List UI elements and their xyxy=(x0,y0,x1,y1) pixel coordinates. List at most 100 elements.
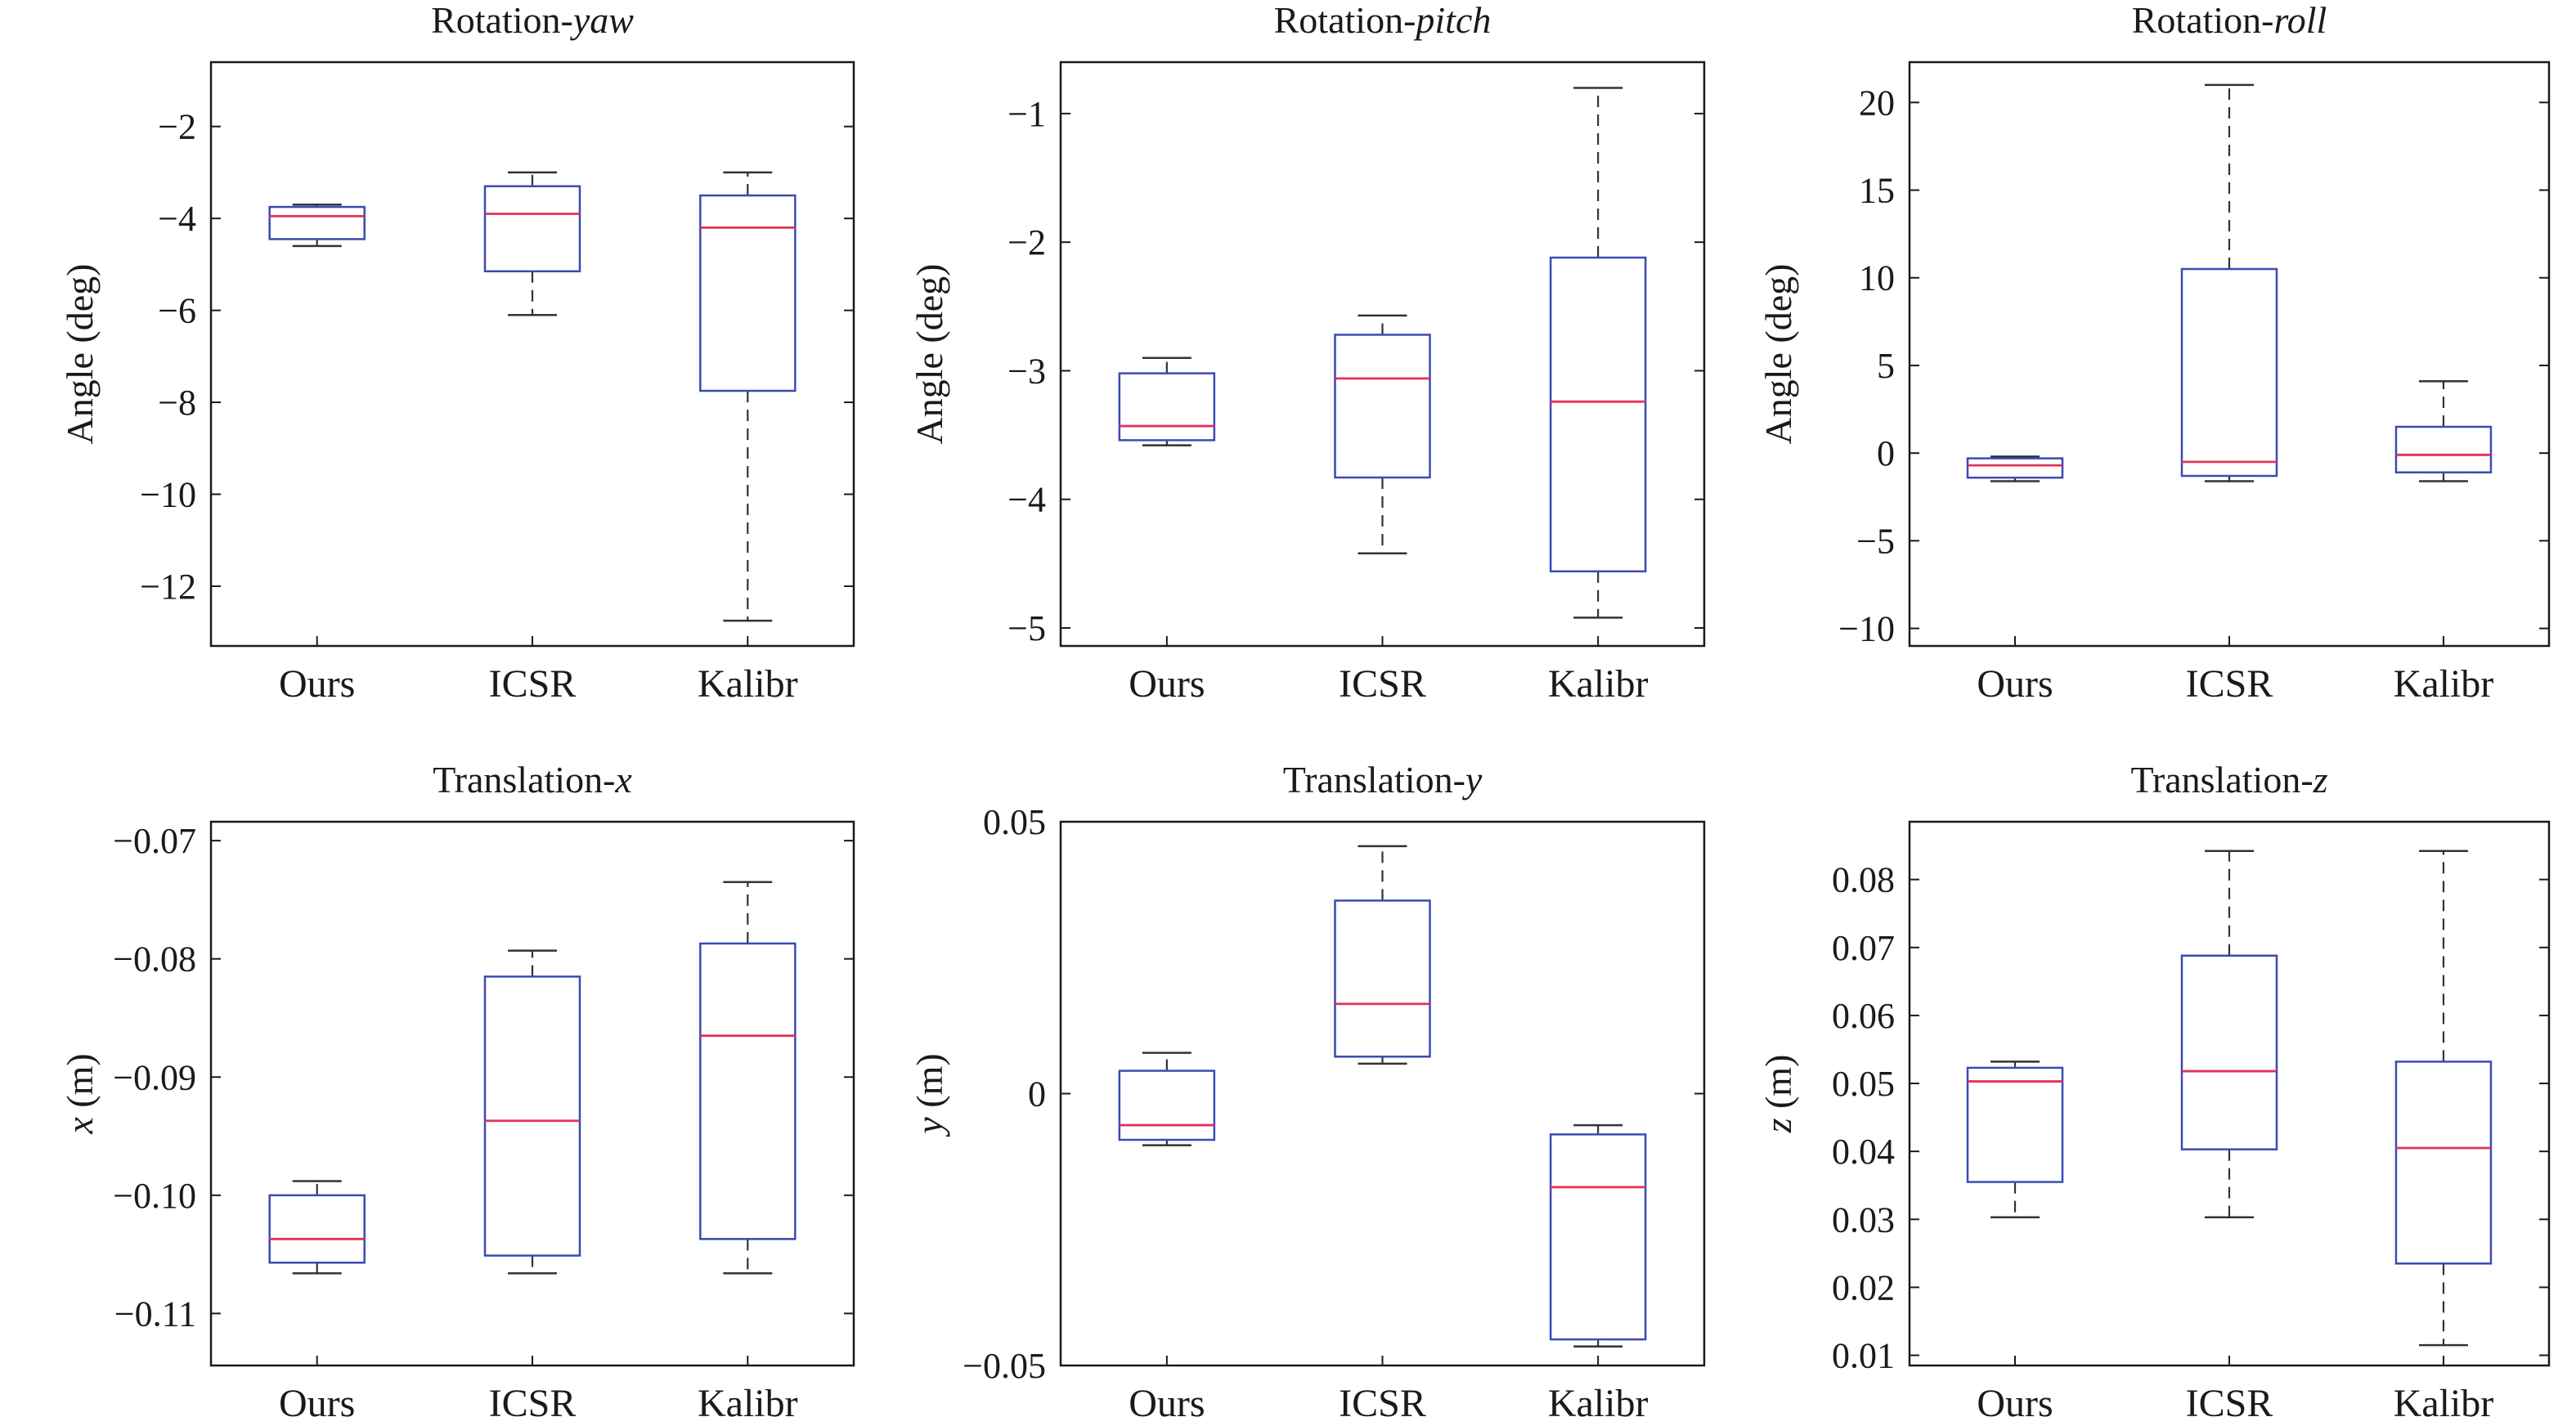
y-tick-label: 0.05 xyxy=(1832,1064,1895,1104)
box-ours xyxy=(1966,1061,2064,1219)
chart-title-italic: yaw xyxy=(570,0,634,41)
chart-panel-3: Rotation-roll Angle (deg) −10 −5 0 5 10 15 20 Our… xyxy=(1757,0,2551,706)
box-kalibr xyxy=(1549,87,1647,619)
y-tick-label: 0.05 xyxy=(983,802,1046,842)
y-tick-label: 15 xyxy=(1859,171,1895,211)
box-iqr xyxy=(1549,256,1647,573)
box-kalibr xyxy=(699,881,797,1275)
y-tick-label: 0.04 xyxy=(1832,1132,1895,1172)
y-tick-label: −0.11 xyxy=(114,1294,196,1334)
x-tick-label: Kalibr xyxy=(2394,1382,2494,1425)
y-axis-label-italic: x xyxy=(59,1117,101,1135)
y-tick-label: −4 xyxy=(158,199,196,239)
box-iqr xyxy=(2394,1061,2493,1265)
box-iqr xyxy=(483,975,581,1257)
box-ours xyxy=(268,1180,366,1275)
box-iqr xyxy=(268,205,366,240)
y-tick-label: −12 xyxy=(140,567,196,607)
box-icsr xyxy=(483,171,581,316)
box-icsr xyxy=(1334,845,1431,1065)
y-axis-label-main: Angle (deg) xyxy=(1757,264,1799,445)
chart-title-main: Translation- xyxy=(1283,759,1465,800)
box-kalibr xyxy=(2394,850,2493,1347)
box-iqr xyxy=(2180,954,2278,1150)
x-tick-label: Ours xyxy=(279,1382,355,1425)
chart-panel-1: Rotation-yaw Angle (deg) −12 −10 −8 −6 −4 −2 Our… xyxy=(59,0,855,706)
y-tick-label: −0.10 xyxy=(113,1176,196,1216)
box-iqr xyxy=(1334,334,1431,479)
box-ours xyxy=(1118,356,1216,446)
x-tick-label: ICSR xyxy=(1339,662,1426,706)
x-tick-label: ICSR xyxy=(2186,1382,2273,1425)
chart-panel-4: Translation-xx (m)−0.11−0.10−0.09−0.08−0… xyxy=(59,759,855,1425)
x-tick-label: Ours xyxy=(1129,1382,1205,1425)
y-axis-label-main: Angle (deg) xyxy=(909,264,950,445)
box-iqr xyxy=(1966,457,2064,479)
box-iqr xyxy=(1118,372,1216,442)
y-tick-label: −6 xyxy=(158,291,196,331)
y-tick-label: −1 xyxy=(1008,94,1046,134)
box-iqr xyxy=(2180,267,2278,478)
x-tick-label: Kalibr xyxy=(698,662,798,706)
y-tick-label: −0.08 xyxy=(113,939,196,980)
chart-title-main: Rotation- xyxy=(2132,0,2274,41)
y-tick-label: −4 xyxy=(1008,480,1046,520)
chart-title-italic: z xyxy=(2313,759,2328,800)
y-tick-label: 20 xyxy=(1859,83,1895,123)
y-tick-label: −0.09 xyxy=(113,1057,196,1097)
box-iqr xyxy=(1118,1070,1216,1141)
chart-panel-6: Translation-zz (m)0.010.020.030.040.050.… xyxy=(1757,759,2551,1425)
x-tick-label: Ours xyxy=(1977,1382,2053,1425)
chart-title-main: Rotation- xyxy=(431,0,573,41)
y-tick-label: −8 xyxy=(158,383,196,423)
x-tick-label: Kalibr xyxy=(1548,662,1649,706)
box-iqr xyxy=(1334,899,1431,1058)
box-kalibr xyxy=(1549,1123,1647,1348)
x-tick-label: Ours xyxy=(279,662,355,706)
y-tick-label: 0 xyxy=(1877,433,1895,473)
y-axis-label-italic: z xyxy=(1757,1118,1799,1133)
y-axis-label-main: (m) xyxy=(909,1053,950,1117)
chart-title: Rotation-yaw xyxy=(431,0,634,41)
chart-title: Rotation-roll xyxy=(2132,0,2327,41)
box-ours xyxy=(268,204,366,248)
y-tick-label: 0 xyxy=(1028,1074,1046,1114)
x-tick-label: Kalibr xyxy=(2394,662,2494,706)
y-axis-label-main: Angle (deg) xyxy=(59,264,101,445)
y-tick-label: 10 xyxy=(1859,258,1895,298)
y-axis-label: x (m) xyxy=(59,1053,101,1134)
box-iqr xyxy=(1966,1066,2064,1183)
x-tick-label: ICSR xyxy=(2186,662,2273,706)
chart-title-main: Rotation- xyxy=(1274,0,1416,41)
y-axis-label-main: (m) xyxy=(59,1053,101,1117)
chart-title-main: Translation- xyxy=(2130,759,2313,800)
x-tick-label: ICSR xyxy=(1339,1382,1426,1425)
box-icsr xyxy=(2180,83,2278,482)
y-axis-label: Angle (deg) xyxy=(1757,264,1799,445)
box-iqr xyxy=(483,185,581,273)
chart-title-italic: pitch xyxy=(1413,0,1491,41)
x-tick-label: Kalibr xyxy=(698,1382,798,1425)
box-kalibr xyxy=(699,171,797,622)
box-icsr xyxy=(2180,850,2278,1219)
y-axis-label-main: (m) xyxy=(1757,1055,1799,1119)
x-tick-label: ICSR xyxy=(489,662,577,706)
y-tick-label: 0.01 xyxy=(1832,1336,1895,1376)
box-iqr xyxy=(2394,425,2493,473)
chart-title: Translation-z xyxy=(2130,759,2327,800)
chart-title-italic: x xyxy=(614,759,632,800)
y-tick-label: −2 xyxy=(1008,222,1046,262)
box-kalibr xyxy=(2394,379,2493,482)
chart-title: Translation-y xyxy=(1283,759,1483,800)
chart-title-italic: roll xyxy=(2274,0,2327,41)
y-tick-label: −0.07 xyxy=(113,821,196,861)
box-iqr xyxy=(268,1194,366,1264)
box-ours xyxy=(1118,1052,1216,1146)
y-tick-label: −5 xyxy=(1008,608,1046,648)
y-tick-label: −2 xyxy=(158,107,196,147)
y-tick-label: −10 xyxy=(1838,609,1895,649)
y-axis-label: y (m) xyxy=(909,1053,950,1137)
y-tick-label: 0.08 xyxy=(1832,860,1895,900)
chart-title-italic: y xyxy=(1462,759,1483,800)
